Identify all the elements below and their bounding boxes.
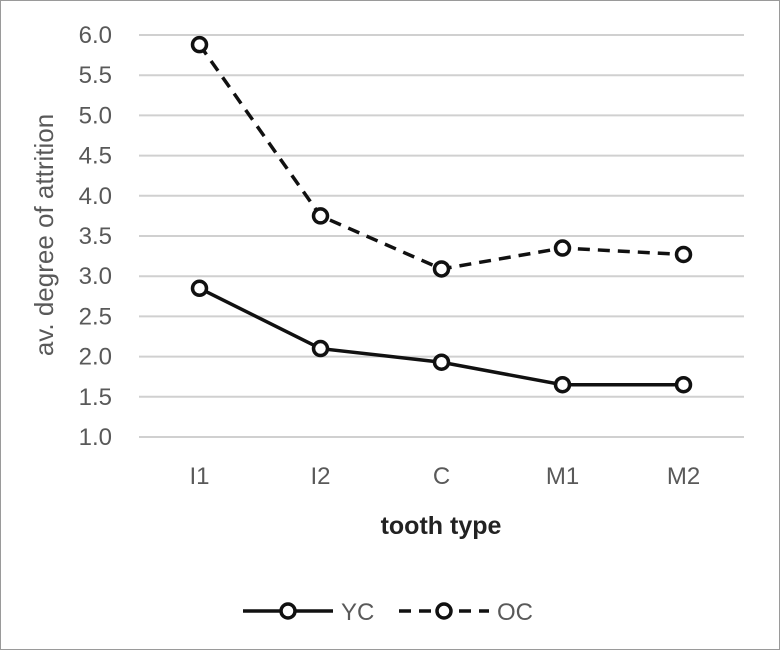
legend-label-yc: YC	[341, 599, 374, 626]
legend-marker-yc	[279, 602, 297, 620]
data-point-yc	[553, 375, 572, 394]
x-tick-label: M1	[546, 463, 579, 490]
y-tick-label: 5.5	[79, 62, 112, 89]
series-layer	[190, 35, 693, 394]
gridlines	[139, 34, 744, 438]
data-point-yc	[311, 339, 330, 358]
data-point-oc	[674, 245, 693, 264]
data-point-oc	[432, 260, 451, 278]
x-tick-label: M2	[667, 463, 700, 490]
data-point-yc	[432, 353, 451, 371]
x-axis-label: tooth type	[381, 512, 502, 540]
data-point-oc	[311, 207, 330, 225]
y-tick-label: 2.0	[79, 344, 112, 371]
x-tick-label: I2	[310, 463, 330, 490]
data-point-oc	[190, 35, 209, 54]
y-tick-label: 4.5	[79, 143, 112, 170]
y-tick-label: 5.0	[79, 102, 112, 129]
y-tick-label: 3.5	[79, 223, 112, 250]
data-point-yc	[190, 279, 209, 298]
legend-marker-oc	[435, 602, 453, 620]
data-point-yc	[674, 375, 693, 394]
y-tick-label: 4.0	[79, 183, 112, 210]
y-tick-label: 2.5	[79, 303, 112, 330]
x-tick-label: I1	[189, 463, 209, 490]
y-axis-label: av. degree of attrition	[29, 114, 59, 356]
y-tick-label: 1.0	[79, 424, 112, 451]
data-point-oc	[553, 239, 572, 257]
y-tick-label: 3.0	[79, 263, 112, 290]
y-axis-ticks: 1.0 1.5 2.0 2.5 3.0 3.5 4.0 4.5 5.0 5.5 6.0	[79, 22, 112, 451]
x-axis-ticks: I1 I2 C M1 M2	[189, 463, 700, 490]
y-tick-label: 6.0	[79, 22, 112, 49]
x-tick-label: C	[433, 463, 450, 490]
y-tick-label: 1.5	[79, 384, 112, 411]
legend: YC OC	[243, 599, 533, 626]
legend-label-oc: OC	[497, 599, 533, 626]
